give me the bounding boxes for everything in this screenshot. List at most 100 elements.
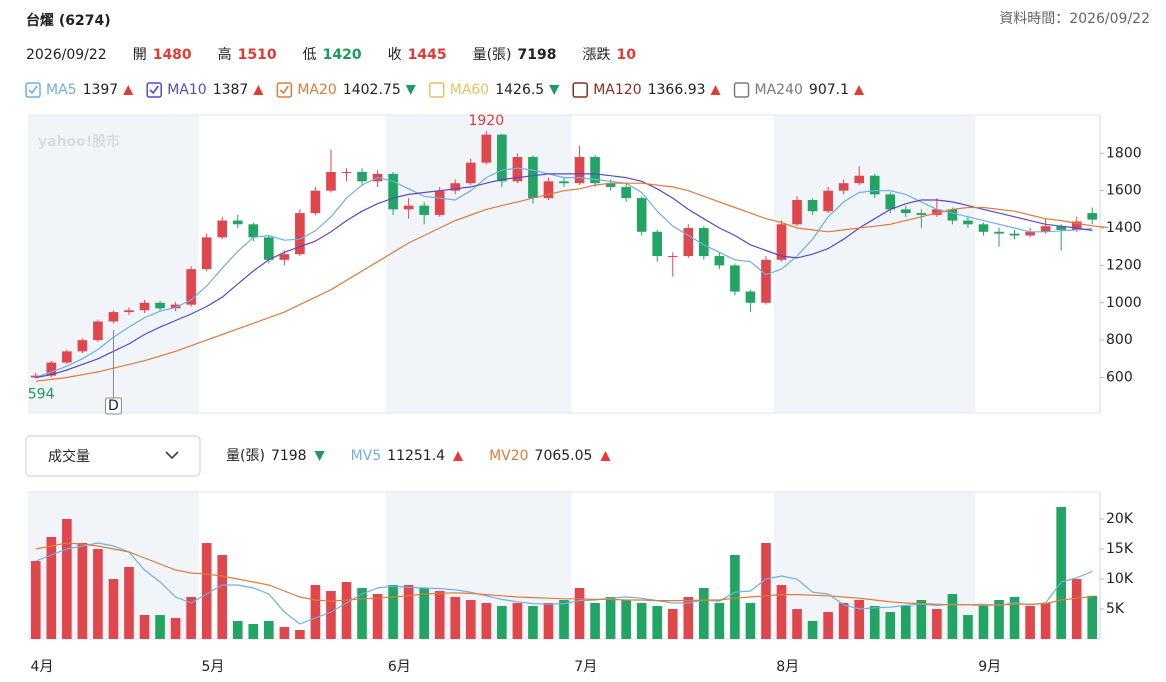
legend-value: 907.1 [809,82,849,98]
volume-legend-value: 11251.4 [387,448,445,464]
volume-bar [745,603,756,639]
volume-bar [46,537,57,639]
event-label: D [108,398,119,414]
volume-bar [761,543,771,639]
stock-title: 台燿 (6274) [26,12,111,29]
legend-checkbox [276,82,293,98]
volume-bar [636,603,647,639]
volume-bar [994,600,1004,639]
y-tick-label: 600 [1106,370,1133,386]
legend-trend [123,85,134,95]
candle-body [605,183,616,187]
quote-label: 高 [218,46,232,63]
volume-bar [124,567,134,639]
volume-bar [481,603,492,639]
volume-legend-value: 7198 [271,448,307,464]
volume-bar [978,606,989,639]
volume-bar [730,555,740,639]
candle-body [667,256,678,258]
candle-body [465,162,476,184]
mv-line [35,542,1093,607]
legend-name: MA60 [450,82,489,98]
candle-body [1071,221,1082,230]
legend-value: 1397 [83,82,119,98]
volume-bar [528,606,538,639]
volume-bar [419,588,429,639]
candle-body [807,200,818,212]
legend-name: MA20 [297,82,336,98]
volume-bar [93,549,103,639]
volume-bar [388,585,398,639]
candle-body [699,228,709,257]
volume-bar [372,594,383,639]
candle-body [823,190,833,212]
legend-name: MA5 [46,82,77,98]
candle-body [1087,213,1098,220]
quote-label: 開 [133,47,147,63]
candle-body [434,190,445,215]
month-band [773,115,976,413]
candle-body [279,254,290,260]
candle-body [854,175,865,184]
legend-value: 1426.5 [495,82,544,98]
volume-legend-name: MV20 [489,448,528,464]
volume-bar [232,621,243,639]
volume-bar [155,615,165,639]
candle-body [714,256,725,266]
candle-body [295,213,305,255]
candle-body [528,157,538,199]
data-time: 資料時間：2026/09/22 [999,11,1150,27]
volume-bar [590,603,600,639]
candle-body [419,205,429,215]
legend-checkbox [572,82,588,98]
volume-bar [605,597,616,639]
volume-bar [263,621,274,639]
quote-label: 漲跌 [582,47,610,63]
candle-body [388,173,398,210]
volume-bar [1025,606,1035,639]
volume-bar [139,615,150,639]
y-tick-label: 5K [1106,601,1125,617]
high-annotation: 1920 [468,113,504,129]
candle-body [403,205,414,210]
event-box [104,397,122,415]
volume-bar [217,555,228,639]
candle-body [497,134,507,182]
quote-date: 2026/09/22 [26,47,107,63]
candle-body [621,186,631,199]
ma-line [35,173,1093,379]
volume-legend-value: 7065.05 [535,448,593,464]
candle-body [543,181,554,199]
x-tick-label: 9月 [978,659,1001,675]
volume-dropdown[interactable] [25,435,201,477]
legend-checkbox [146,82,162,98]
volume-bar [683,597,694,639]
volume-bar [621,600,631,639]
volume-bar [512,603,523,639]
y-tick-label: 15K [1106,541,1134,557]
volume-bar [699,588,709,639]
quote-value: 1420 [323,47,362,63]
volume-bar [186,597,196,639]
volume-bar [295,630,305,639]
candle-body [947,209,958,221]
quote-value: 1510 [238,47,277,63]
candle-body [450,183,461,191]
legend-trend [600,451,611,461]
volume-bar [248,624,259,639]
candle-body [263,237,274,260]
volume-bar [559,600,569,639]
quote-label: 收 [388,47,402,63]
candle-body [574,157,585,184]
candle-body [994,231,1004,234]
candle-body [326,171,336,191]
volume-bar [543,603,554,639]
candle-body [636,198,647,232]
volume-bar [667,609,678,639]
candle-body [108,312,119,322]
candle-body [869,175,880,195]
candle-body [963,220,973,225]
volume-bar [776,585,787,639]
volume-bar [403,585,414,639]
quote-value: 10 [616,47,636,63]
